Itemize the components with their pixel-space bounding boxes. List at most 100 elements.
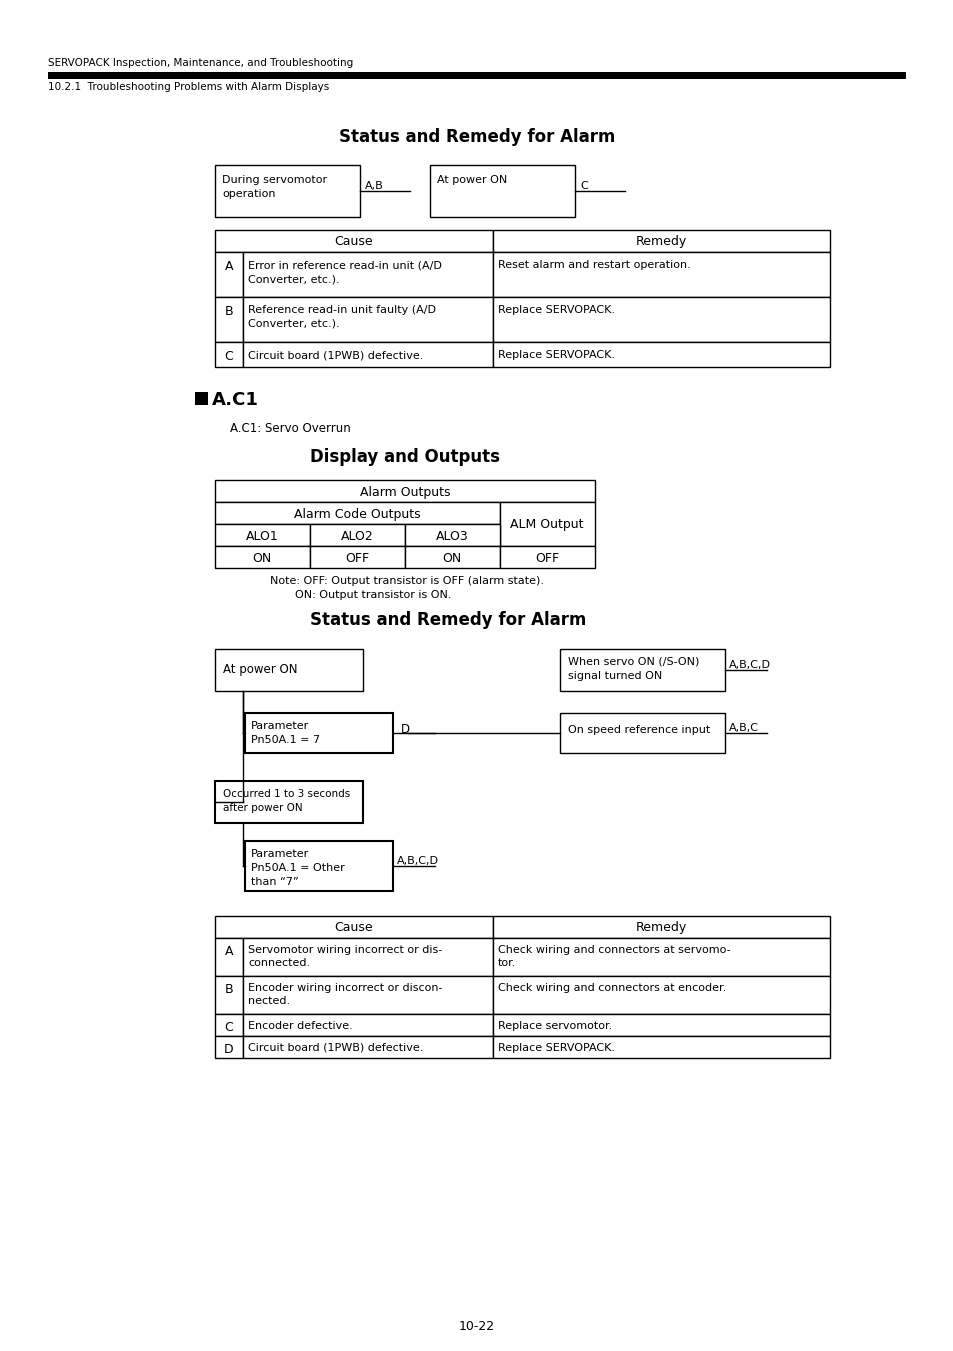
Bar bbox=[214, 480, 595, 503]
Text: A: A bbox=[225, 259, 233, 273]
Text: D: D bbox=[224, 1043, 233, 1056]
Bar bbox=[243, 938, 493, 975]
Bar bbox=[214, 916, 493, 938]
Bar bbox=[243, 1036, 493, 1058]
Bar bbox=[214, 975, 243, 1015]
Text: ALM Output: ALM Output bbox=[510, 517, 583, 531]
Bar bbox=[214, 781, 363, 823]
Text: Check wiring and connectors at encoder.: Check wiring and connectors at encoder. bbox=[497, 984, 725, 993]
Bar bbox=[214, 230, 493, 253]
Text: ALO2: ALO2 bbox=[340, 530, 373, 543]
Text: On speed reference input: On speed reference input bbox=[567, 725, 709, 735]
Text: Status and Remedy for Alarm: Status and Remedy for Alarm bbox=[310, 611, 586, 630]
Text: A,B,C: A,B,C bbox=[728, 723, 759, 734]
Bar bbox=[214, 938, 243, 975]
Text: ON: Output transistor is ON.: ON: Output transistor is ON. bbox=[294, 590, 451, 600]
Text: Encoder wiring incorrect or discon-: Encoder wiring incorrect or discon- bbox=[248, 984, 442, 993]
Text: OFF: OFF bbox=[535, 553, 558, 565]
Bar bbox=[493, 938, 829, 975]
Text: Reference read-in unit faulty (A/D: Reference read-in unit faulty (A/D bbox=[248, 305, 436, 315]
Text: Circuit board (1PWB) defective.: Circuit board (1PWB) defective. bbox=[248, 350, 423, 359]
Text: Cause: Cause bbox=[335, 235, 373, 249]
Text: C: C bbox=[224, 1021, 233, 1034]
Bar bbox=[493, 1036, 829, 1058]
Text: Pn50A.1 = Other: Pn50A.1 = Other bbox=[251, 863, 344, 873]
Bar bbox=[243, 975, 493, 1015]
Text: operation: operation bbox=[222, 189, 275, 199]
Text: Cause: Cause bbox=[335, 921, 373, 934]
Text: B: B bbox=[225, 305, 233, 317]
Text: Servomotor wiring incorrect or dis-: Servomotor wiring incorrect or dis- bbox=[248, 944, 442, 955]
Text: When servo ON (/S-ON): When servo ON (/S-ON) bbox=[567, 657, 699, 667]
Text: nected.: nected. bbox=[248, 996, 290, 1006]
Bar bbox=[48, 72, 905, 78]
Bar bbox=[245, 842, 393, 892]
Bar bbox=[493, 1015, 829, 1036]
Text: Note: OFF: Output transistor is OFF (alarm state).: Note: OFF: Output transistor is OFF (ala… bbox=[270, 576, 543, 586]
Bar bbox=[493, 975, 829, 1015]
Text: SERVOPACK Inspection, Maintenance, and Troubleshooting: SERVOPACK Inspection, Maintenance, and T… bbox=[48, 58, 353, 68]
Bar bbox=[214, 253, 243, 297]
Text: During servomotor: During servomotor bbox=[222, 176, 327, 185]
Bar bbox=[430, 165, 575, 218]
Text: OFF: OFF bbox=[345, 553, 369, 565]
Text: A: A bbox=[225, 944, 233, 958]
Text: Circuit board (1PWB) defective.: Circuit board (1PWB) defective. bbox=[248, 1043, 423, 1052]
Bar bbox=[214, 165, 359, 218]
Text: 10.2.1  Troubleshooting Problems with Alarm Displays: 10.2.1 Troubleshooting Problems with Ala… bbox=[48, 82, 329, 92]
Text: Error in reference read-in unit (A/D: Error in reference read-in unit (A/D bbox=[248, 259, 441, 270]
Text: ON: ON bbox=[253, 553, 272, 565]
Text: ON: ON bbox=[442, 553, 461, 565]
Bar bbox=[214, 524, 310, 546]
Bar bbox=[559, 713, 724, 753]
Bar bbox=[243, 297, 493, 342]
Text: At power ON: At power ON bbox=[223, 663, 297, 676]
Text: D: D bbox=[400, 723, 410, 736]
Bar bbox=[245, 713, 393, 753]
Text: signal turned ON: signal turned ON bbox=[567, 671, 661, 681]
Text: Reset alarm and restart operation.: Reset alarm and restart operation. bbox=[497, 259, 690, 270]
Bar bbox=[493, 253, 829, 297]
Text: Converter, etc.).: Converter, etc.). bbox=[248, 319, 339, 330]
Text: after power ON: after power ON bbox=[223, 802, 302, 813]
Bar bbox=[310, 524, 405, 546]
Text: Parameter: Parameter bbox=[251, 848, 309, 859]
Text: 10-22: 10-22 bbox=[458, 1320, 495, 1333]
Bar bbox=[405, 524, 499, 546]
Text: Occurred 1 to 3 seconds: Occurred 1 to 3 seconds bbox=[223, 789, 350, 798]
Bar bbox=[214, 1015, 243, 1036]
Text: B: B bbox=[225, 984, 233, 996]
Text: A,B,C,D: A,B,C,D bbox=[396, 857, 438, 866]
Text: connected.: connected. bbox=[248, 958, 310, 969]
Bar bbox=[405, 546, 499, 567]
Bar bbox=[243, 342, 493, 367]
Bar bbox=[214, 297, 243, 342]
Text: Display and Outputs: Display and Outputs bbox=[310, 449, 499, 466]
Text: Pn50A.1 = 7: Pn50A.1 = 7 bbox=[251, 735, 320, 744]
Bar bbox=[214, 1036, 243, 1058]
Text: A,B,C,D: A,B,C,D bbox=[728, 661, 770, 670]
Text: Alarm Code Outputs: Alarm Code Outputs bbox=[294, 508, 420, 521]
Text: Alarm Outputs: Alarm Outputs bbox=[359, 486, 450, 499]
Text: Replace SERVOPACK.: Replace SERVOPACK. bbox=[497, 350, 615, 359]
Bar bbox=[214, 546, 310, 567]
Text: Remedy: Remedy bbox=[635, 921, 686, 934]
Bar bbox=[194, 392, 208, 405]
Text: At power ON: At power ON bbox=[436, 176, 507, 185]
Text: ALO3: ALO3 bbox=[436, 530, 468, 543]
Bar bbox=[499, 546, 595, 567]
Text: tor.: tor. bbox=[497, 958, 516, 969]
Bar bbox=[493, 230, 829, 253]
Bar bbox=[499, 503, 595, 546]
Text: C: C bbox=[579, 181, 587, 190]
Bar bbox=[214, 342, 243, 367]
Text: Parameter: Parameter bbox=[251, 721, 309, 731]
Bar bbox=[493, 297, 829, 342]
Text: Replace SERVOPACK.: Replace SERVOPACK. bbox=[497, 305, 615, 315]
Bar bbox=[559, 648, 724, 690]
Text: Converter, etc.).: Converter, etc.). bbox=[248, 274, 339, 284]
Bar bbox=[493, 916, 829, 938]
Bar bbox=[214, 648, 363, 690]
Text: Replace SERVOPACK.: Replace SERVOPACK. bbox=[497, 1043, 615, 1052]
Bar bbox=[310, 546, 405, 567]
